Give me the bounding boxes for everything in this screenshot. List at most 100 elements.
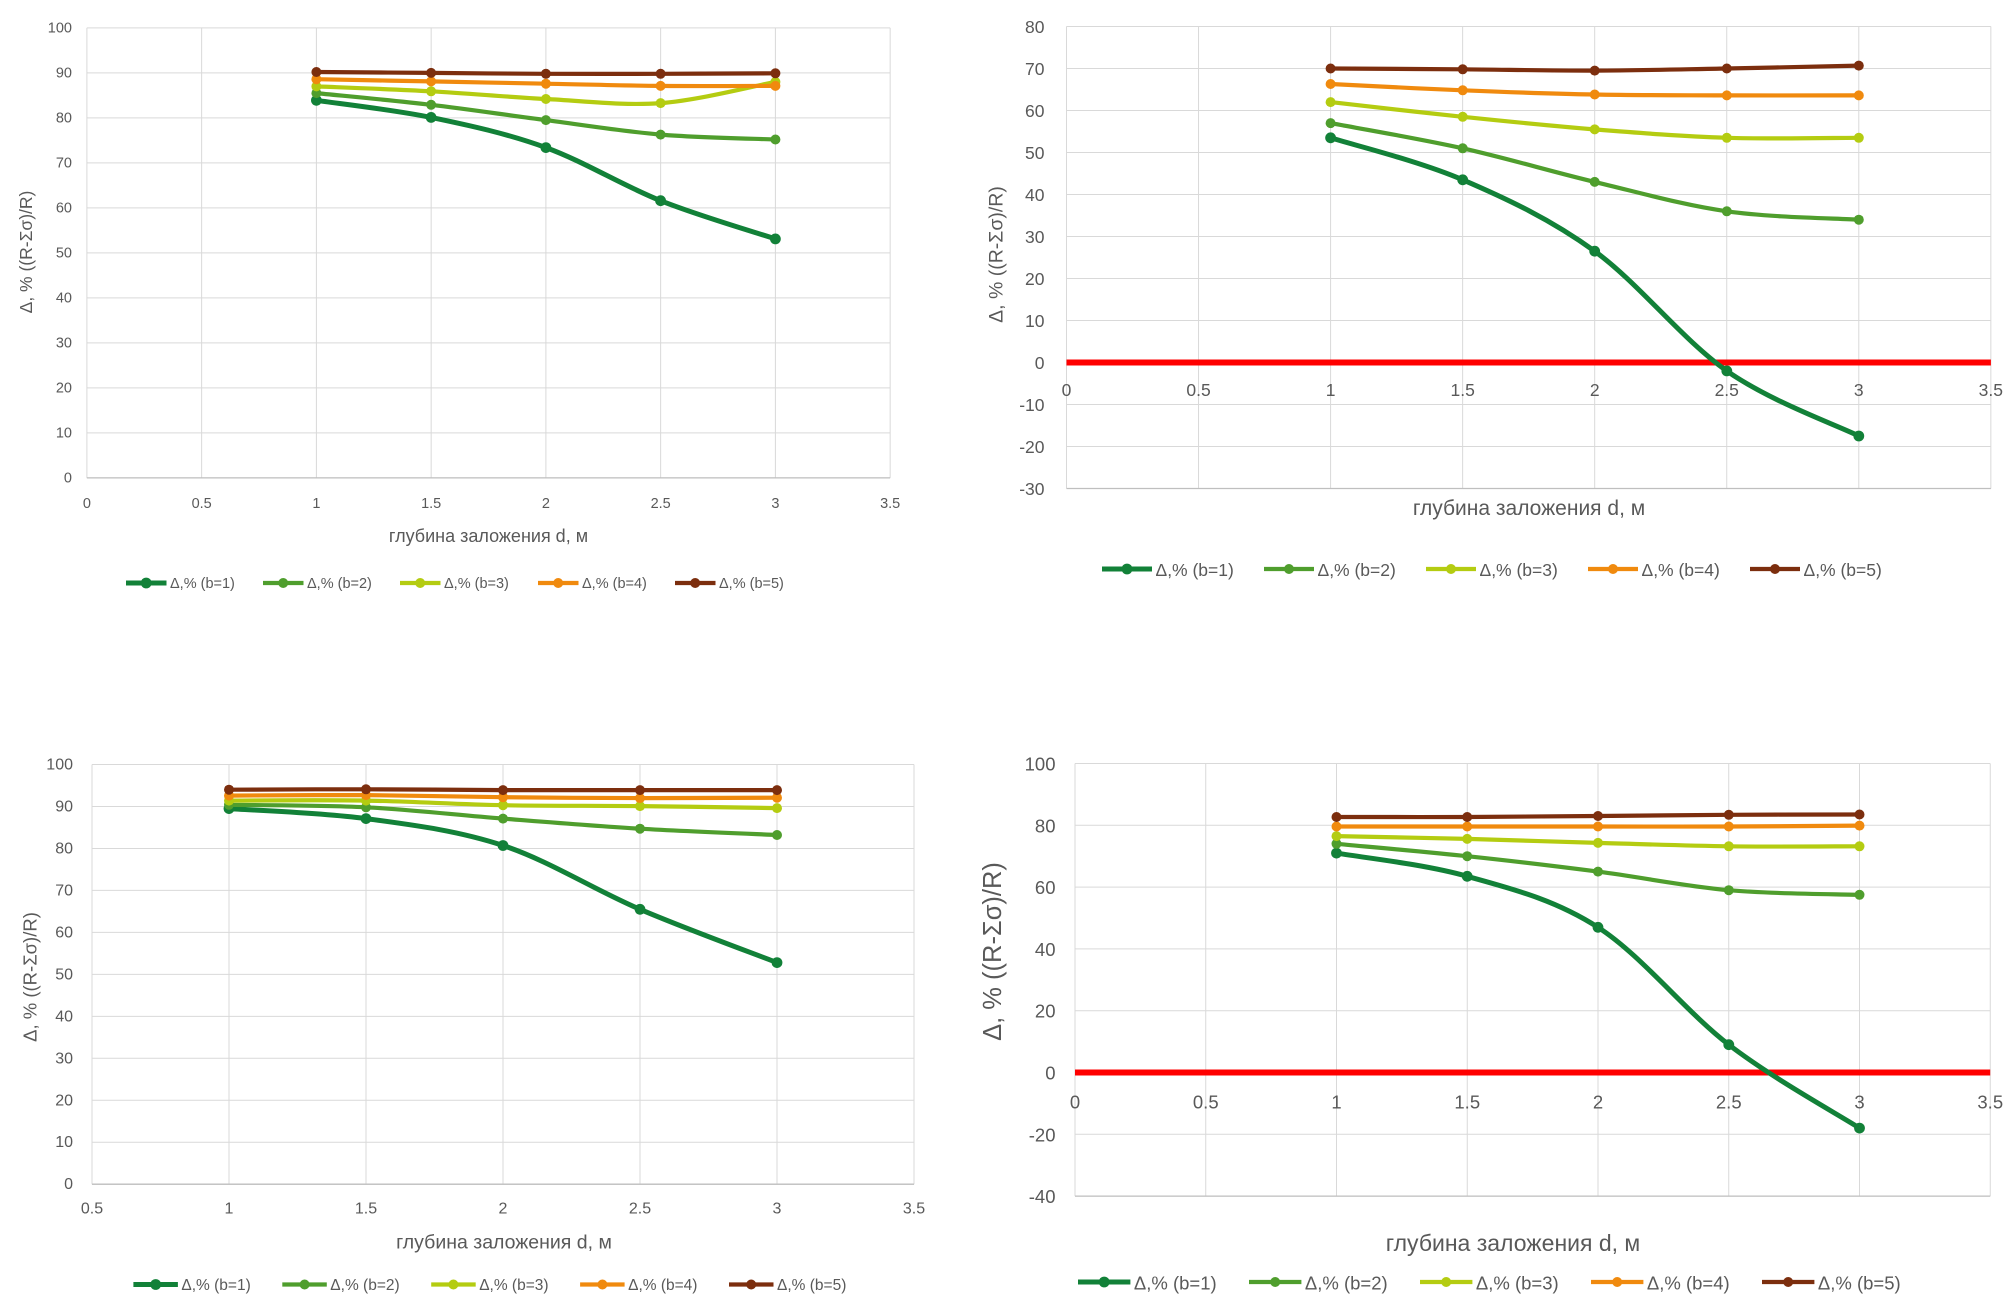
svg-text:Δ,% (b=3): Δ,% (b=3) (444, 576, 509, 592)
svg-text:70: 70 (1025, 59, 1045, 79)
svg-text:Δ,% (b=4): Δ,% (b=4) (1642, 560, 1720, 580)
svg-text:Δ,% (b=3): Δ,% (b=3) (1476, 1273, 1559, 1294)
svg-text:Δ, % ((R-Σσ)/R): Δ, % ((R-Σσ)/R) (20, 912, 41, 1042)
svg-text:50: 50 (55, 966, 73, 983)
svg-text:90: 90 (56, 65, 72, 81)
svg-text:глубина заложения d, м: глубина заложения d, м (389, 526, 588, 546)
svg-text:глубина заложения d, м: глубина заложения d, м (1386, 1230, 1640, 1256)
svg-text:60: 60 (55, 924, 73, 941)
svg-text:40: 40 (55, 1008, 73, 1025)
svg-text:0: 0 (1070, 1092, 1080, 1113)
svg-text:100: 100 (46, 757, 73, 774)
svg-text:0.5: 0.5 (1186, 380, 1210, 400)
svg-text:70: 70 (56, 155, 72, 171)
svg-text:Δ,% (b=2): Δ,% (b=2) (307, 576, 372, 592)
svg-text:-20: -20 (1019, 437, 1045, 457)
svg-text:30: 30 (56, 335, 72, 351)
svg-text:-30: -30 (1019, 479, 1045, 499)
svg-text:0.5: 0.5 (192, 496, 212, 512)
svg-text:1.5: 1.5 (1450, 380, 1474, 400)
svg-text:2: 2 (1593, 1092, 1603, 1113)
svg-text:Δ,% (b=2): Δ,% (b=2) (1318, 560, 1396, 580)
svg-text:3.5: 3.5 (880, 496, 900, 512)
svg-text:3.5: 3.5 (1977, 1092, 2003, 1113)
svg-text:60: 60 (1035, 877, 1056, 898)
svg-text:3: 3 (773, 1201, 782, 1218)
svg-text:20: 20 (56, 380, 72, 396)
svg-text:3: 3 (1854, 380, 1864, 400)
svg-text:1: 1 (1331, 1092, 1341, 1113)
svg-text:10: 10 (1025, 311, 1045, 331)
svg-text:1.5: 1.5 (1454, 1092, 1480, 1113)
svg-text:80: 80 (56, 110, 72, 126)
svg-text:70: 70 (55, 882, 73, 899)
svg-text:Δ,% (b=1): Δ,% (b=1) (181, 1277, 250, 1294)
svg-text:2: 2 (499, 1201, 508, 1218)
svg-text:Δ,% (b=1): Δ,% (b=1) (1134, 1273, 1217, 1294)
svg-text:80: 80 (55, 840, 73, 857)
svg-text:30: 30 (55, 1050, 73, 1067)
svg-text:0: 0 (64, 1176, 73, 1193)
svg-text:глубина заложения d, м: глубина заложения d, м (396, 1232, 612, 1254)
svg-text:Δ,% (b=5): Δ,% (b=5) (1818, 1273, 1901, 1294)
svg-text:0.5: 0.5 (1193, 1092, 1219, 1113)
svg-text:2: 2 (1590, 380, 1600, 400)
svg-text:10: 10 (55, 1134, 73, 1151)
svg-text:40: 40 (56, 290, 72, 306)
svg-text:60: 60 (56, 200, 72, 216)
svg-text:2.5: 2.5 (1716, 1092, 1742, 1113)
svg-text:20: 20 (1025, 269, 1045, 289)
svg-text:0: 0 (1062, 380, 1072, 400)
svg-text:2.5: 2.5 (629, 1201, 651, 1218)
svg-text:Δ,% (b=4): Δ,% (b=4) (1647, 1273, 1730, 1294)
svg-text:50: 50 (1025, 143, 1045, 163)
svg-text:Δ,% (b=3): Δ,% (b=3) (1480, 560, 1558, 580)
svg-text:80: 80 (1025, 17, 1045, 37)
svg-text:Δ,% (b=5): Δ,% (b=5) (1804, 560, 1882, 580)
svg-text:1: 1 (1326, 380, 1336, 400)
svg-text:2.5: 2.5 (1715, 380, 1739, 400)
svg-text:Δ, % ((R-Σσ)/R): Δ, % ((R-Σσ)/R) (986, 186, 1008, 323)
svg-text:1: 1 (312, 496, 320, 512)
svg-text:80: 80 (1035, 815, 1056, 836)
svg-text:0.5: 0.5 (81, 1201, 103, 1218)
svg-text:10: 10 (56, 425, 72, 441)
svg-text:Δ,% (b=5): Δ,% (b=5) (719, 576, 784, 592)
svg-text:0: 0 (83, 496, 91, 512)
svg-text:50: 50 (56, 245, 72, 261)
svg-text:Δ,% (b=4): Δ,% (b=4) (582, 576, 647, 592)
svg-text:Δ, % ((R-Σσ)/R): Δ, % ((R-Σσ)/R) (16, 191, 36, 314)
svg-text:100: 100 (1025, 754, 1056, 775)
svg-text:90: 90 (55, 798, 73, 815)
svg-text:40: 40 (1035, 939, 1056, 960)
svg-text:Δ,% (b=2): Δ,% (b=2) (1305, 1273, 1388, 1294)
svg-text:-20: -20 (1029, 1124, 1056, 1145)
svg-text:0: 0 (1045, 1063, 1055, 1084)
svg-text:3: 3 (771, 496, 779, 512)
svg-text:1.5: 1.5 (355, 1201, 377, 1218)
svg-text:40: 40 (1025, 185, 1045, 205)
svg-text:2.5: 2.5 (651, 496, 671, 512)
svg-text:глубина заложения d, м: глубина заложения d, м (1413, 497, 1645, 520)
svg-text:3.5: 3.5 (903, 1201, 925, 1218)
svg-text:0: 0 (64, 470, 72, 486)
svg-text:Δ,% (b=3): Δ,% (b=3) (479, 1277, 548, 1294)
svg-text:20: 20 (1035, 1001, 1056, 1022)
svg-text:2: 2 (542, 496, 550, 512)
svg-text:Δ,% (b=1): Δ,% (b=1) (170, 576, 235, 592)
svg-text:100: 100 (48, 20, 72, 36)
svg-text:1: 1 (225, 1201, 234, 1218)
svg-text:Δ,% (b=2): Δ,% (b=2) (330, 1277, 399, 1294)
svg-text:30: 30 (1025, 227, 1045, 247)
svg-text:0: 0 (1035, 353, 1045, 373)
svg-text:1.5: 1.5 (421, 496, 441, 512)
svg-text:Δ,% (b=1): Δ,% (b=1) (1156, 560, 1234, 580)
svg-text:Δ,% (b=5): Δ,% (b=5) (777, 1277, 846, 1294)
svg-text:-10: -10 (1019, 395, 1045, 415)
svg-text:Δ,% (b=4): Δ,% (b=4) (628, 1277, 697, 1294)
svg-text:3: 3 (1854, 1092, 1864, 1113)
svg-text:Δ, % ((R-Σσ)/R): Δ, % ((R-Σσ)/R) (979, 862, 1007, 1041)
svg-text:20: 20 (55, 1092, 73, 1109)
svg-text:60: 60 (1025, 101, 1045, 121)
svg-text:-40: -40 (1029, 1186, 1056, 1207)
